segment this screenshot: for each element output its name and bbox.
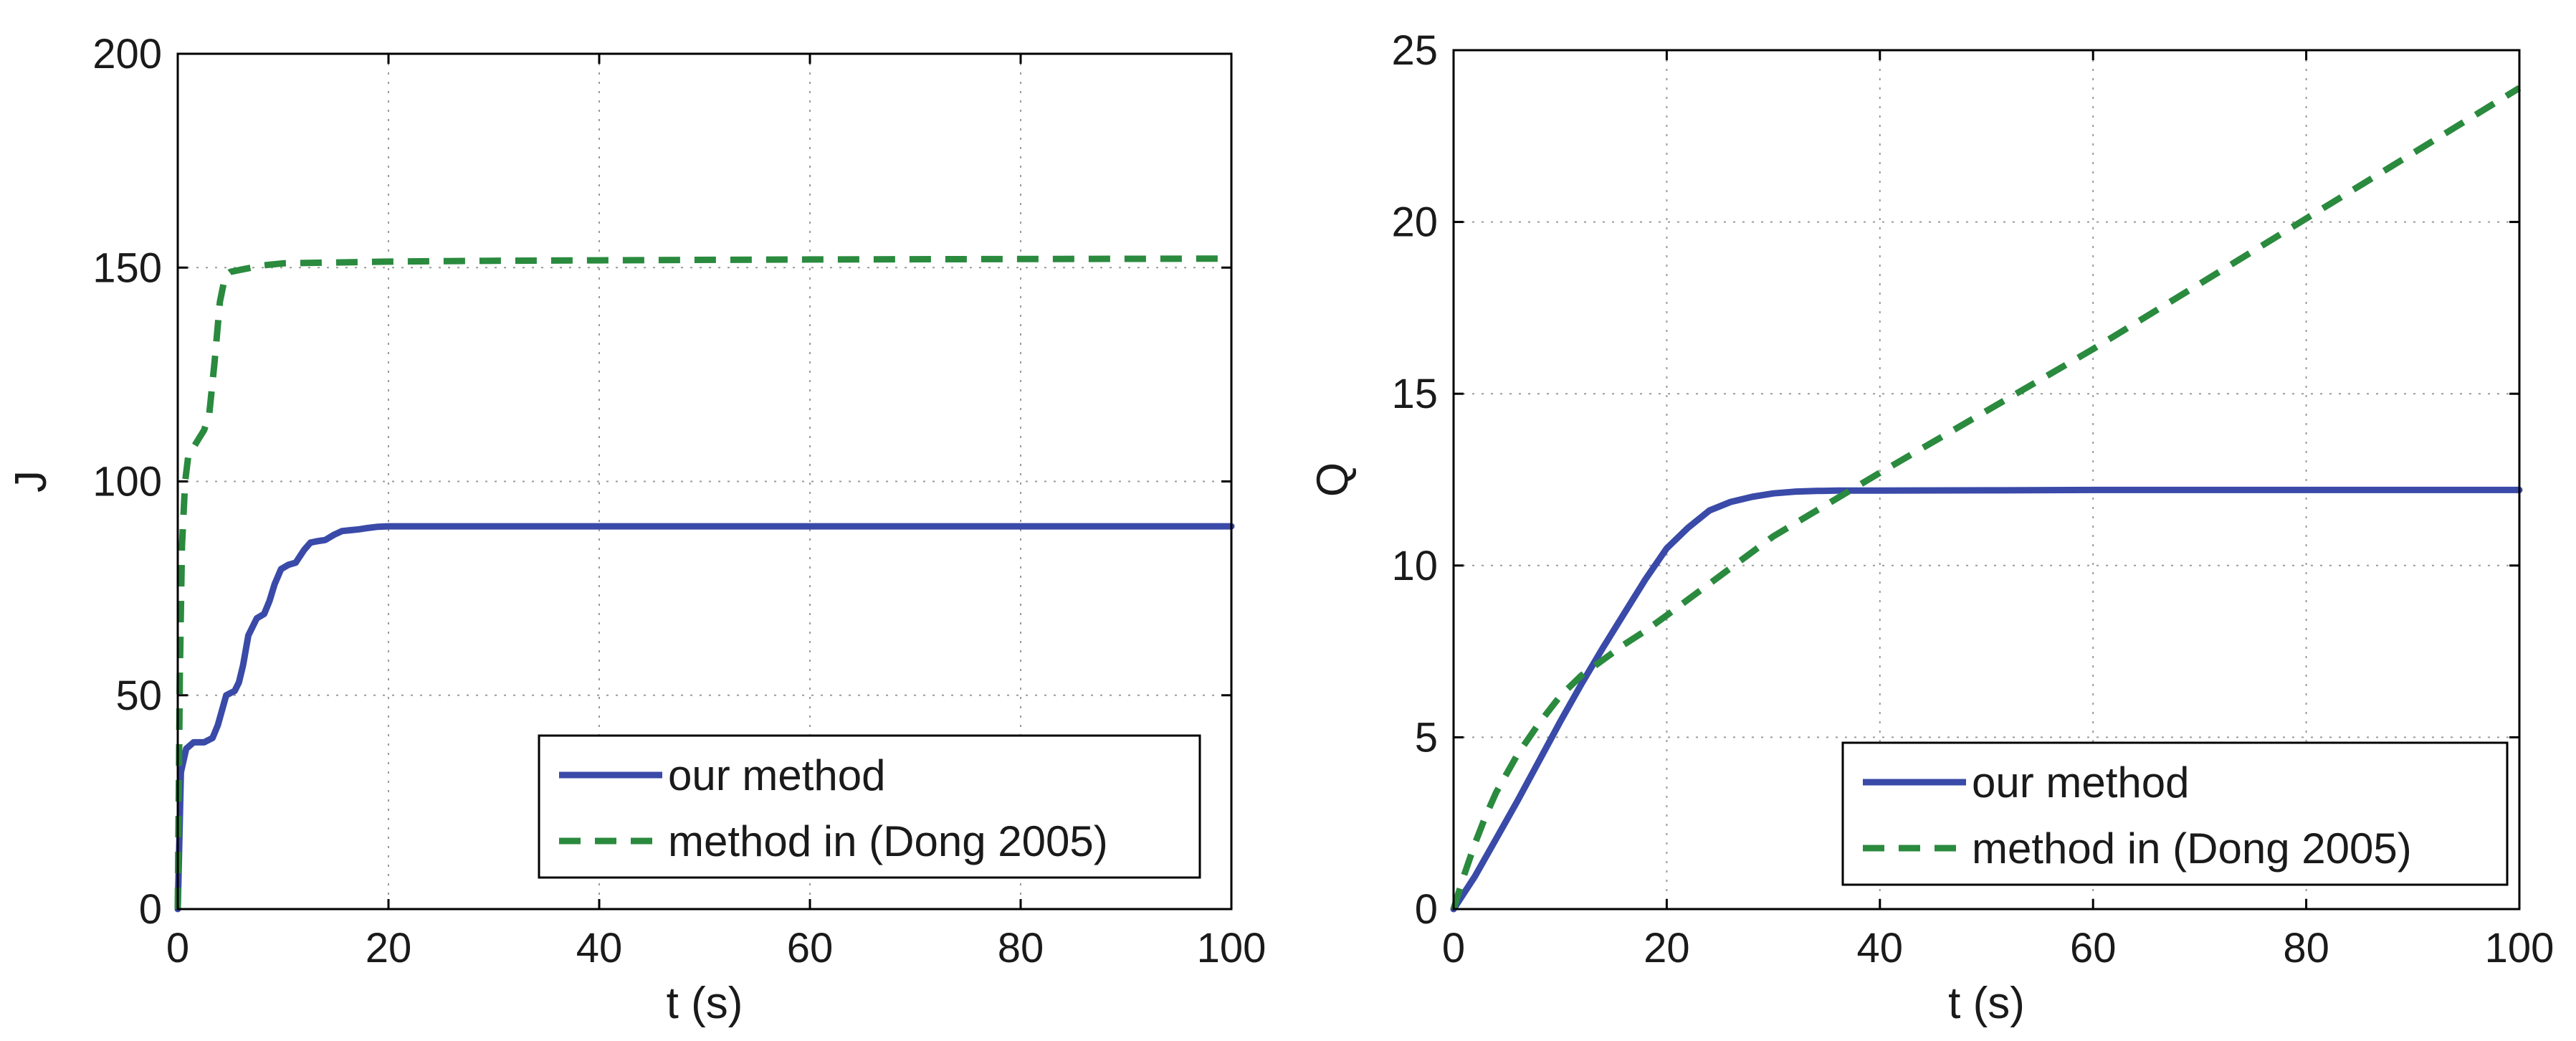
y-tick-label: 15 bbox=[1391, 371, 1438, 417]
x-tick-label: 80 bbox=[998, 925, 1044, 971]
x-tick-label: 0 bbox=[1442, 925, 1465, 971]
y-tick-label: 200 bbox=[92, 31, 162, 77]
legend-box bbox=[538, 734, 1201, 879]
y-tick-label: 10 bbox=[1391, 543, 1438, 589]
y-tick-label: 150 bbox=[92, 244, 162, 291]
series-line-our-method bbox=[1450, 486, 2523, 913]
x-tick-label: 60 bbox=[2070, 925, 2117, 971]
x-tick-label: 40 bbox=[1857, 925, 1904, 971]
y-tick-label: 50 bbox=[115, 672, 162, 719]
plot-frame bbox=[1452, 49, 2521, 911]
x-tick-label: 40 bbox=[576, 925, 623, 971]
x-tick-label: 100 bbox=[2485, 925, 2554, 971]
y-tick-label: 100 bbox=[92, 459, 162, 505]
series-line-dong-2005 bbox=[1450, 85, 2522, 911]
y-tick-label: 0 bbox=[139, 886, 162, 933]
x-tick-label: 20 bbox=[366, 925, 412, 971]
legend-label: method in (Dong 2005) bbox=[668, 817, 1108, 865]
x-tick-label: 60 bbox=[787, 925, 834, 971]
x-tick-label: 80 bbox=[2283, 925, 2329, 971]
legend-label: our method bbox=[668, 751, 886, 799]
series-line-our-method bbox=[174, 523, 1235, 913]
y-axis-label: Q bbox=[1308, 462, 1358, 497]
legend-label: our method bbox=[1972, 759, 2190, 807]
y-tick-label: 0 bbox=[1415, 886, 1438, 933]
series-line-dong-2005 bbox=[174, 255, 1232, 910]
x-axis-label: t (s) bbox=[667, 979, 743, 1028]
plot-frame bbox=[176, 52, 1233, 911]
legend-label: method in (Dong 2005) bbox=[1972, 824, 2412, 873]
x-tick-label: 20 bbox=[1644, 925, 1690, 971]
y-tick-label: 5 bbox=[1415, 714, 1438, 761]
y-tick-label: 25 bbox=[1391, 27, 1438, 74]
x-axis-label: t (s) bbox=[1948, 979, 2025, 1028]
y-axis-label: J bbox=[6, 470, 56, 493]
y-tick-label: 20 bbox=[1391, 199, 1438, 246]
x-tick-label: 0 bbox=[166, 925, 189, 971]
legend-box bbox=[1841, 741, 2509, 886]
x-tick-label: 100 bbox=[1197, 925, 1266, 971]
